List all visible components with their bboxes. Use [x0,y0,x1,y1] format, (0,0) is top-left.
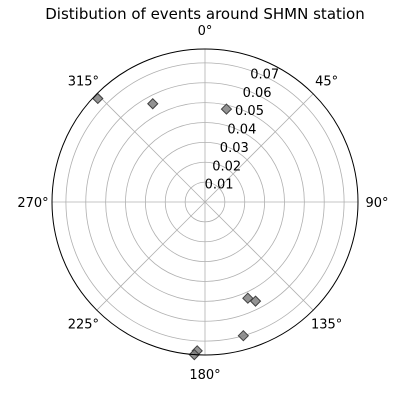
polar-frame [51,48,359,356]
data-point-2 [147,98,159,110]
theta-grid-line-135 [204,201,314,311]
theta-grid-line-225 [96,201,206,311]
theta-tick-label-0: 0° [198,24,213,39]
theta-tick-label-225: 225° [68,318,99,333]
data-point-6 [237,329,250,342]
r-tick-labels: 0.01 0.02 0.03 0.04 0.05 0.06 0.07 [205,67,280,192]
r-tick-label-5: 0.05 [235,104,264,119]
theta-tick-label-270: 270° [17,196,48,211]
theta-tick-label-90: 90° [365,196,388,211]
theta-grid-line-315 [96,93,206,203]
r-tick-label-7: 0.07 [250,67,279,82]
data-point-5 [249,295,262,307]
grid-layer [52,49,358,355]
theta-tick-labels: 0° 45° 90° 135° 180° 225° 270° 315° [17,24,388,383]
theta-tick-label-180: 180° [189,368,220,383]
data-point-1 [220,103,233,115]
theta-tick-label-135: 135° [311,318,342,333]
chart-title: Distibution of events around SHMN statio… [45,5,365,23]
r-tick-label-6: 0.06 [243,86,272,101]
r-tick-label-2: 0.02 [212,159,241,174]
r-tick-label-1: 0.01 [205,178,234,193]
r-tick-label-3: 0.03 [220,141,249,156]
theta-grid-line-45 [204,93,314,203]
data-point-3 [92,92,104,105]
theta-tick-label-45: 45° [315,74,338,89]
r-tick-label-4: 0.04 [227,123,256,138]
theta-tick-label-315: 315° [68,74,99,89]
